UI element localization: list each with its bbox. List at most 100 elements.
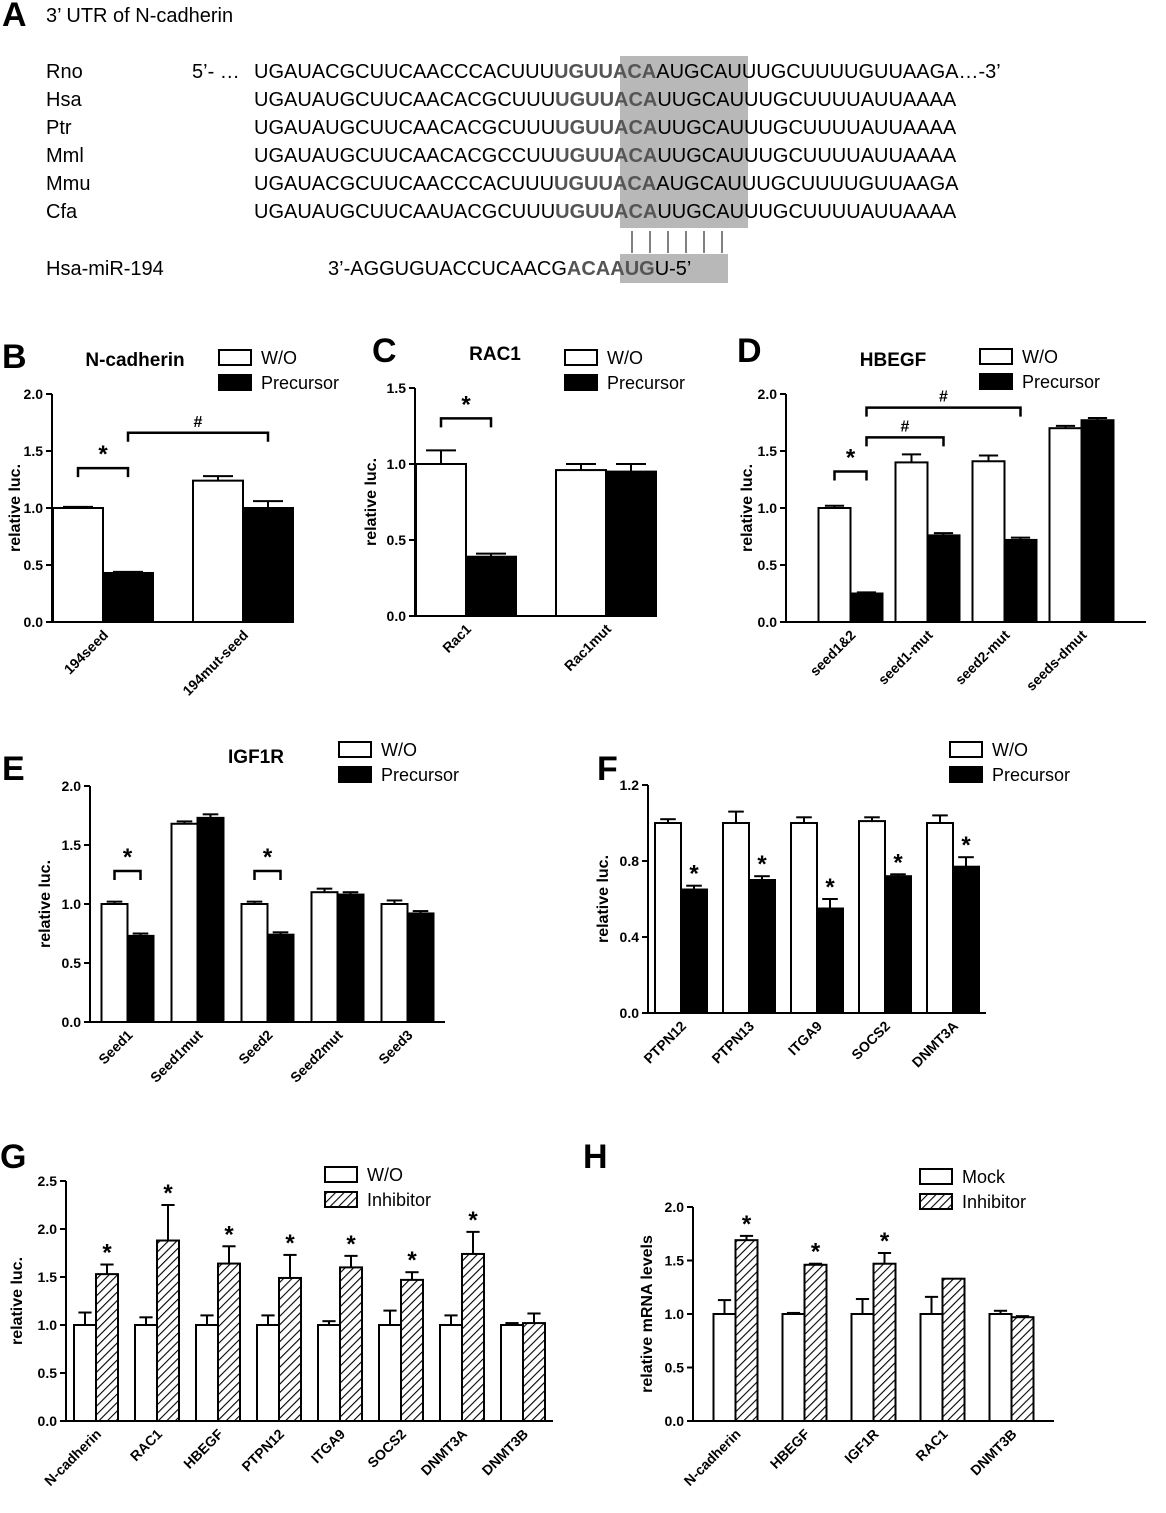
- legend-swatch: [218, 374, 252, 391]
- y-tick-label: 0.0: [620, 1005, 640, 1021]
- bar-precursor: [816, 907, 844, 1014]
- y-axis-label: relative luc.: [9, 1257, 26, 1345]
- bar-w-o: [926, 822, 954, 1014]
- x-tick-label: Rac1: [439, 621, 474, 656]
- bar-precursor: [926, 534, 961, 623]
- chart-e: E IGF1R 0.0 0.5 1.0 1.5 2.0 relative luc. Seed1 S…: [2, 740, 459, 1085]
- sequence-mml: UGAUAUGCUUCAACACGCCUUUGUUACAUUGCAUUUGCUU…: [254, 145, 957, 167]
- legend-swatch: [949, 766, 983, 783]
- legend-label: Inhibitor: [962, 1192, 1026, 1212]
- significance-star: *: [407, 1247, 417, 1274]
- panel-letter: G: [0, 1138, 26, 1176]
- bar-inhibitor: [339, 1266, 363, 1423]
- legend-swatch: [338, 766, 372, 783]
- sequence-mmu: UGAUACGCUUCAACCCACUUUUGUUACAAUGCAUUUGCUU…: [254, 173, 959, 195]
- y-tick-label: 0.0: [665, 1413, 685, 1429]
- legend-swatch: [979, 348, 1013, 365]
- y-tick-label: 1.5: [62, 837, 82, 853]
- sequence-seed: UGUUACA: [555, 117, 657, 139]
- bar-precursor: [605, 470, 657, 617]
- bar-w-o: [240, 903, 269, 1023]
- bar-precursor: [126, 934, 155, 1023]
- legend-label: Precursor: [261, 373, 339, 393]
- x-tick-label: N-cadherin: [681, 1426, 744, 1489]
- bar-mock: [919, 1313, 944, 1422]
- x-tick-label: DNMT3B: [967, 1426, 1020, 1479]
- x-tick-label: DNMT3B: [479, 1426, 532, 1479]
- bar-w-o: [134, 1324, 158, 1422]
- y-tick-label: 0.0: [387, 608, 407, 624]
- bar-w-o: [790, 822, 818, 1014]
- legend-label: Precursor: [1022, 372, 1100, 392]
- species-label: Cfa: [46, 201, 78, 223]
- significance-bracket: [76, 466, 130, 478]
- y-axis-label: relative luc.: [739, 464, 756, 552]
- significance-star: *: [224, 1221, 234, 1248]
- y-tick-label: 1.0: [665, 1306, 685, 1322]
- x-tick-label: seed1&2: [807, 627, 859, 679]
- y-axis-label: relative luc.: [363, 458, 380, 546]
- significance-mark: #: [194, 414, 203, 431]
- y-tick-label: 0.0: [24, 614, 44, 630]
- y-tick-label: 1.5: [24, 443, 44, 459]
- bar-w-o: [500, 1324, 524, 1422]
- legend-label: W/O: [992, 740, 1028, 760]
- bar-mock: [712, 1313, 737, 1422]
- bar-inhibitor: [941, 1277, 966, 1422]
- significance-bracket: [253, 869, 282, 880]
- y-tick-label: 2.5: [38, 1173, 58, 1189]
- bar-w-o: [100, 903, 129, 1023]
- sequence-right: UUGCAUUUGCUUUUAUUAAAA: [657, 117, 957, 139]
- y-tick-label: 0.0: [38, 1413, 58, 1429]
- y-tick-label: 0.5: [62, 955, 82, 971]
- bar-w-o: [1048, 427, 1083, 624]
- panel-letter: B: [2, 338, 27, 376]
- bar-w-o: [256, 1324, 280, 1422]
- chart-g: G 0.0 0.5 1.0 1.5 2.0 2.5 relative luc. N-cadher…: [0, 1138, 553, 1489]
- y-tick-label: 1.5: [38, 1269, 58, 1285]
- sequence-left: UGAUAUGCUUCAAUACGCUUU: [254, 201, 555, 223]
- x-tick-label: N-cadherin: [41, 1426, 104, 1489]
- seed-pairing-lines: [631, 231, 723, 253]
- chart-d: D HBEGF 0.0 0.5 1.0 1.5 2.0 relative luc. seed1&…: [737, 332, 1146, 694]
- bar-inhibitor: [461, 1252, 485, 1422]
- significance-star: *: [825, 874, 835, 901]
- mirna-sequence: 3’-AGGUGUACCUCAACGACAAUGU-5’: [328, 258, 691, 280]
- y-tick-label: 0.0: [758, 614, 778, 630]
- x-tick-label: Rac1mut: [561, 621, 614, 674]
- significance-star: *: [102, 1240, 112, 1267]
- bar-inhibitor: [734, 1239, 759, 1423]
- y-tick-label: 1.0: [62, 896, 82, 912]
- panel-letter: C: [372, 332, 397, 370]
- sequence-hsa: UGAUAUGCUUCAACACGCUUUUGUUACAUUGCAUUUGCUU…: [254, 89, 957, 111]
- sequence-right: AUGCAUUUGCUUUUGUUAAGA: [656, 173, 959, 195]
- bar-w-o: [817, 507, 852, 623]
- legend-label: W/O: [367, 1165, 403, 1185]
- x-tick-label: Seed2: [235, 1027, 276, 1068]
- y-tick-label: 1.0: [24, 500, 44, 516]
- bar-w-o: [195, 1324, 219, 1422]
- legend-swatch: [324, 1191, 358, 1208]
- legend-label: Precursor: [381, 765, 459, 785]
- significance-star: *: [163, 1180, 173, 1207]
- bar-precursor: [406, 912, 435, 1023]
- y-tick-label: 0.5: [38, 1365, 58, 1381]
- species-label: Mmu: [46, 173, 90, 195]
- significance-bracket: [439, 417, 493, 428]
- bar-inhibitor: [278, 1276, 302, 1422]
- significance-star: *: [880, 1228, 890, 1255]
- x-tick-label: HBEGF: [180, 1425, 226, 1471]
- legend-label: Mock: [962, 1167, 1006, 1187]
- x-tick-label: 194seed: [61, 627, 111, 677]
- legend-swatch: [218, 349, 252, 366]
- bar-w-o: [192, 479, 244, 624]
- legend-swatch: [324, 1166, 358, 1183]
- significance-star: *: [346, 1231, 356, 1258]
- x-tick-label: HBEGF: [767, 1425, 813, 1471]
- y-tick-label: 0.5: [387, 532, 407, 548]
- significance-star: *: [893, 849, 903, 876]
- bar-inhibitor: [400, 1278, 424, 1422]
- significance-bracket: [865, 406, 1022, 417]
- significance-mark: #: [939, 389, 948, 406]
- y-tick-label: 2.0: [758, 386, 778, 402]
